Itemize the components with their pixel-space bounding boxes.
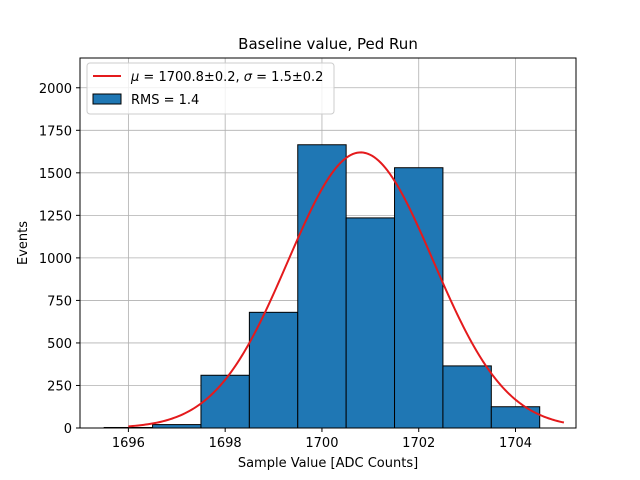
legend-box	[86, 62, 335, 115]
x-tick-label: 1704	[499, 436, 532, 451]
legend-mu-symbol: μ	[130, 70, 139, 85]
legend-sigma-symbol: σ	[244, 70, 253, 85]
legend-mu-value: = 1700.8±0.2,	[139, 70, 243, 85]
histogram-bar	[394, 167, 444, 429]
histogram-bar	[297, 144, 347, 429]
x-tick-label: 1696	[112, 436, 145, 451]
histogram-bar	[345, 217, 396, 429]
y-tick-label: 750	[47, 294, 72, 309]
legend-fit-label: μ = 1700.8±0.2, σ = 1.5±0.2	[130, 70, 323, 85]
histogram-bar	[490, 406, 541, 429]
legend-histogram-label: RMS = 1.4	[131, 93, 199, 108]
y-tick-label: 1500	[39, 167, 72, 182]
x-tick-label: 1700	[305, 436, 338, 451]
histogram-bar	[152, 424, 202, 429]
y-tick-label: 1750	[39, 124, 72, 139]
y-axis-label: Events	[16, 221, 31, 265]
gaussian-fit	[128, 151, 565, 428]
legend: μ = 1700.8±0.2, σ = 1.5±0.2 RMS = 1.4	[86, 62, 335, 115]
x-tick-label: 1698	[209, 436, 242, 451]
legend-histogram-swatch	[92, 93, 122, 105]
fit-curve	[128, 151, 565, 428]
plot-frame	[79, 57, 577, 429]
x-tick-label: 1702	[402, 436, 435, 451]
x-axis-ticks: 1696 1698 1700 1702 1704	[112, 428, 532, 451]
histogram-bars	[103, 144, 541, 429]
legend-sigma-value: = 1.5±0.2	[252, 70, 323, 85]
y-tick-label: 500	[47, 337, 72, 352]
chart-title: Baseline value, Ped Run	[238, 35, 418, 53]
y-axis-ticks: 0 250 500 750 1000 1250 1500 1750 2000	[39, 82, 80, 437]
histogram-bar	[442, 365, 492, 429]
y-tick-label: 1250	[39, 209, 72, 224]
y-tick-label: 250	[47, 379, 72, 394]
y-tick-label: 1000	[39, 252, 72, 267]
histogram-bar	[200, 374, 250, 429]
x-axis-label: Sample Value [ADC Counts]	[238, 456, 418, 471]
y-tick-label: 2000	[39, 82, 72, 97]
y-tick-label: 0	[64, 422, 72, 437]
